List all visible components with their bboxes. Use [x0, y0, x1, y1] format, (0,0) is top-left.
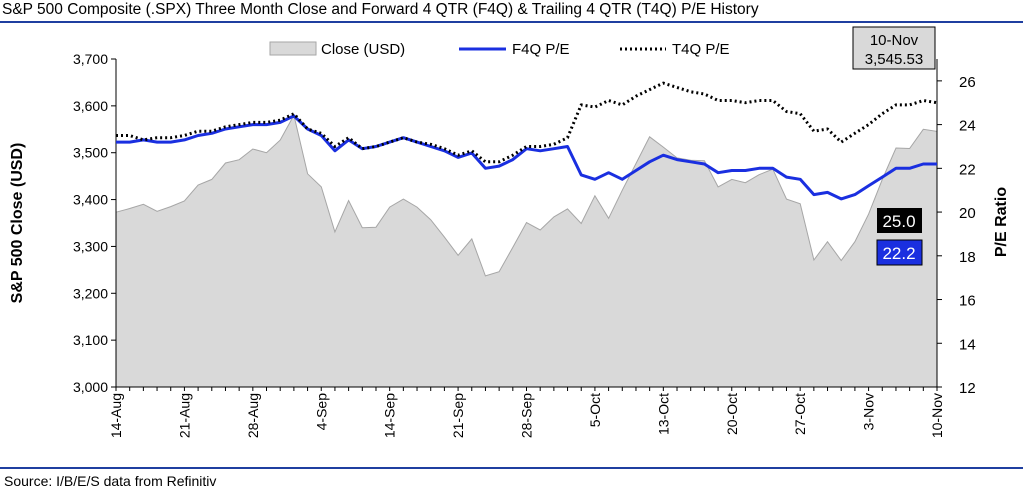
y-left-tick-label: 3,200 [73, 285, 108, 301]
x-tick-label: 28-Sep [519, 393, 535, 438]
y-right-tick-label: 22 [959, 161, 976, 178]
y-left-tick-label: 3,700 [73, 51, 108, 67]
y-right-tick-label: 24 [959, 118, 976, 135]
y-left-tick-label: 3,000 [73, 379, 108, 395]
y-left-tick-label: 3,300 [73, 238, 108, 254]
x-tick-label: 10-Nov [929, 393, 945, 438]
y-left-tick-label: 3,400 [73, 192, 108, 208]
x-tick-label: 5-Oct [587, 393, 603, 427]
source-note: Source: I/B/E/S data from Refinitiv [4, 473, 217, 489]
date-callout-date: 10-Nov [870, 32, 919, 49]
x-tick-label: 28-Aug [245, 393, 261, 438]
x-tick-label: 4-Sep [313, 393, 329, 431]
legend-close-swatch [269, 41, 317, 56]
date-callout-value: 3,545.53 [865, 51, 923, 68]
y-left-tick-label: 3,600 [73, 98, 108, 114]
y-left-tick-label: 3,500 [73, 145, 108, 161]
y-left-tick-label: 3,100 [73, 332, 108, 348]
x-tick-label: 14-Sep [382, 393, 398, 438]
legend-close-label: Close (USD) [321, 41, 405, 58]
y-right-tick-label: 14 [959, 336, 976, 353]
y-right-axis-title: P/E Ratio [993, 187, 1010, 257]
y-right-tick-label: 16 [959, 293, 976, 310]
f4q-value-label: 22.2 [882, 244, 915, 263]
title-rule [0, 21, 1023, 23]
y-right-tick-label: 12 [959, 380, 976, 397]
f4q-value-box [876, 239, 923, 266]
y-right-tick-label: 26 [959, 74, 976, 91]
x-tick-label: 20-Oct [724, 393, 740, 435]
t4q-value-box [877, 208, 922, 233]
y-right-tick-label: 18 [959, 249, 976, 266]
source-rule [0, 467, 1023, 469]
x-tick-label: 3-Nov [861, 393, 877, 430]
t4q-value-label: 25.0 [882, 212, 915, 231]
f4q-pe-line [116, 114, 937, 201]
y-left-axis-title: S&P 500 Close (USD) [9, 143, 26, 304]
x-tick-label: 13-Oct [655, 393, 671, 435]
y-right-tick-label: 20 [959, 205, 976, 222]
date-callout-box [852, 26, 936, 70]
legend-t4q-label: T4Q P/E [672, 41, 730, 58]
legend-f4q-label: F4Q P/E [512, 41, 570, 58]
x-tick-label: 21-Aug [176, 393, 192, 438]
x-tick-label: 14-Aug [108, 393, 124, 438]
close-area [115, 113, 938, 388]
chart-title: S&P 500 Composite (.SPX) Three Month Clo… [2, 1, 759, 18]
x-tick-label: 21-Sep [450, 393, 466, 438]
x-tick-label: 27-Oct [792, 393, 808, 435]
